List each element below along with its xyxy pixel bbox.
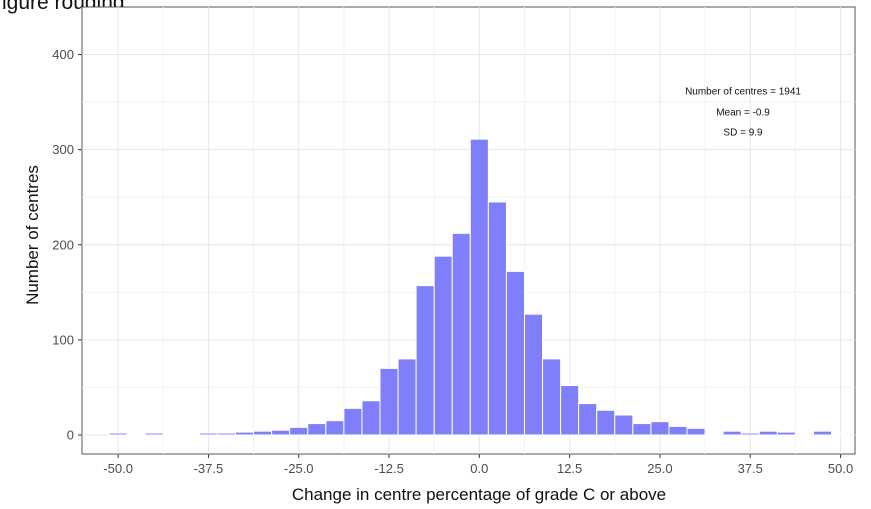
histogram-bar [812,430,833,436]
x-tick-label: 0.0 [470,461,488,476]
x-tick-label: 50.0 [828,461,853,476]
x-tick-label: 12.5 [557,461,582,476]
histogram-bar [831,433,851,436]
histogram-bar [578,403,598,436]
histogram-bar [343,407,363,436]
y-axis: 0 100 200 300 400 [52,47,82,442]
histogram-bar [596,409,616,436]
histogram-bar [686,427,706,436]
x-axis-title: Change in centre percentage of grade C o… [292,485,666,504]
histogram-bar [505,270,525,436]
histogram-bar [469,138,489,436]
y-tick-label: 200 [52,237,74,252]
histogram-bar [433,255,453,436]
histogram-bar [144,432,164,436]
x-tick-label: -50.0 [103,461,133,476]
histogram-bar [235,431,255,436]
histogram-bar [776,431,796,436]
y-tick-label: 300 [52,142,74,157]
histogram-bar [126,434,146,437]
x-tick-label: -12.5 [374,461,404,476]
x-tick-label: 37.5 [738,461,763,476]
histogram-bar [271,429,291,436]
histogram-bars [108,138,851,437]
histogram-bar [216,432,237,436]
histogram-bar [523,313,544,436]
x-tick-label: 25.0 [647,461,672,476]
x-tick-label: -25.0 [284,461,314,476]
y-axis-title: Number of centres [23,165,42,305]
histogram-bar [704,433,724,436]
histogram-bar [794,433,814,436]
histogram-bar [198,432,218,436]
histogram-bar [289,426,309,436]
histogram-bar [325,420,345,436]
histogram-bar [650,421,670,436]
annotation-line: Mean = -0.9 [716,107,770,118]
y-tick-label: 100 [52,332,74,347]
histogram-bar [361,400,381,436]
annotation-line: Number of centres = 1941 [685,86,801,97]
histogram-bar [307,423,327,436]
y-tick-label: 400 [52,47,74,62]
histogram-bar [415,285,435,436]
histogram-bar [162,434,182,437]
histogram-bar [542,358,562,436]
histogram-bar [108,432,128,436]
histogram-bar [379,367,399,436]
histogram-bar [632,423,652,436]
histogram-bar [758,430,778,436]
stats-annotation: Number of centres = 1941 Mean = -0.9 SD = … [685,86,801,138]
histogram-bar [722,430,742,436]
histogram-bar [614,414,634,436]
histogram-bar [253,430,273,436]
histogram-bar [560,385,580,436]
x-axis: -50.0 -37.5 -25.0 -12.5 0.0 12.5 25.0 37.5 50.0 [103,454,853,476]
histogram-bar [451,232,471,436]
histogram-bar [740,432,760,436]
histogram-bar [487,201,507,436]
y-tick-label: 0 [67,427,74,442]
histogram-bar [668,425,688,436]
histogram-bar [397,358,417,436]
x-tick-label: -37.5 [194,461,224,476]
annotation-line: SD = 9.9 [723,127,763,138]
histogram-bar [180,433,200,436]
minor-gridlines [82,7,855,454]
